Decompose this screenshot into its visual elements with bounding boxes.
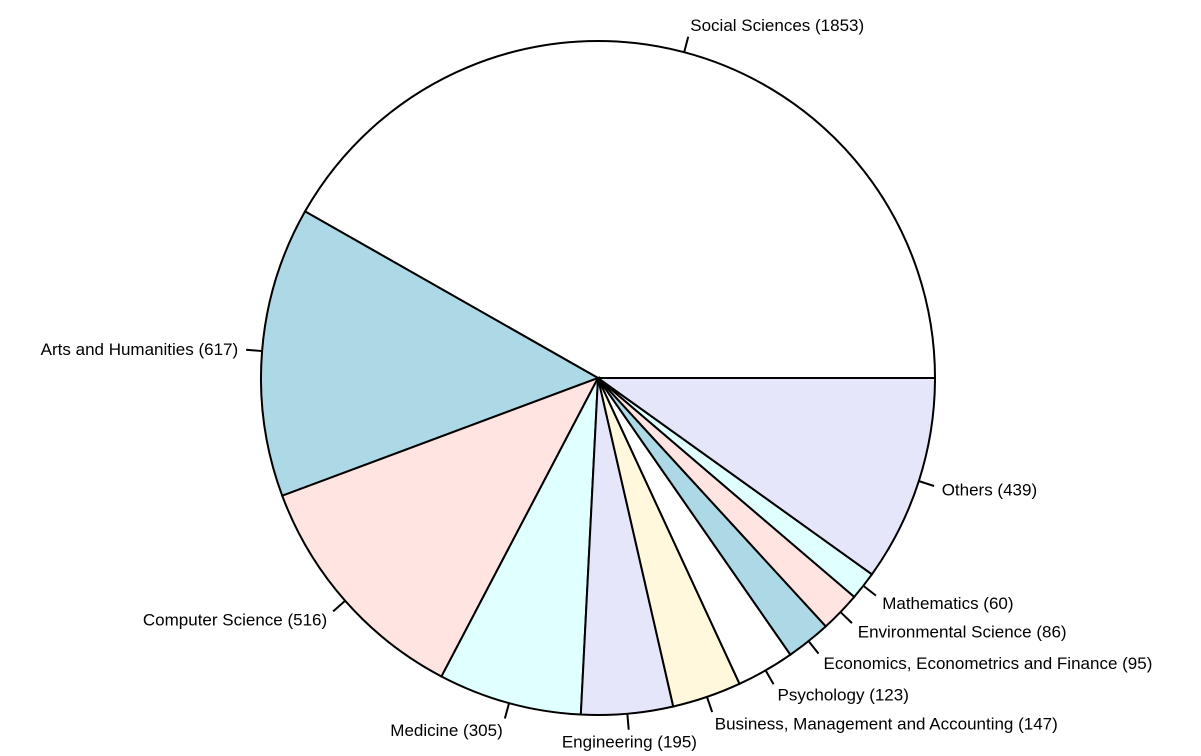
pie-slice-medicine xyxy=(440,377,599,716)
label-tick-psychology xyxy=(764,669,775,685)
pie-slice-computer-science xyxy=(280,376,601,678)
label-tick-arts-and-humanities xyxy=(246,348,263,353)
slice-label-medicine: Medicine (305) xyxy=(390,721,502,740)
slice-label-engineering: Engineering (195) xyxy=(562,733,697,752)
slice-label-social-sciences: Social Sciences (1853) xyxy=(690,16,864,35)
label-tick-economics-econometrics-and-finance xyxy=(807,640,820,655)
label-tick-engineering xyxy=(626,713,630,730)
label-tick-social-sciences xyxy=(683,36,690,53)
label-tick-medicine xyxy=(503,702,511,719)
slice-label-economics-econometrics-and-finance: Economics, Econometrics and Finance (95) xyxy=(824,654,1153,673)
slice-label-others: Others (439) xyxy=(942,481,1037,500)
slice-label-computer-science: Computer Science (516) xyxy=(143,610,327,629)
pie-slices xyxy=(260,40,937,716)
slice-label-arts-and-humanities: Arts and Humanities (617) xyxy=(41,340,238,359)
slice-label-mathematics: Mathematics (60) xyxy=(882,594,1013,613)
label-tick-computer-science xyxy=(332,600,346,613)
label-tick-environmental-science xyxy=(839,611,853,624)
label-tick-mathematics xyxy=(862,584,877,597)
label-tick-business-management-and-accounting xyxy=(706,696,714,713)
slice-label-psychology: Psychology (123) xyxy=(778,686,909,705)
label-tick-others xyxy=(918,480,935,487)
slice-label-business-management-and-accounting: Business, Management and Accounting (147… xyxy=(715,714,1058,733)
slice-labels: Social Sciences (1853) Arts and Humanitie… xyxy=(41,16,1153,751)
label-ticks xyxy=(246,36,935,730)
slice-label-environmental-science: Environmental Science (86) xyxy=(858,622,1067,641)
